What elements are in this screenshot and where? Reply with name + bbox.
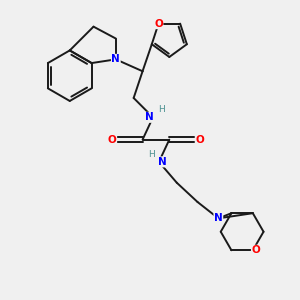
Text: O: O	[154, 19, 163, 28]
Text: O: O	[108, 135, 117, 145]
Text: N: N	[214, 213, 223, 224]
Text: O: O	[251, 245, 260, 255]
Text: N: N	[145, 112, 154, 122]
Text: N: N	[158, 157, 167, 167]
Text: N: N	[111, 54, 120, 64]
Text: H: H	[148, 150, 155, 159]
Text: O: O	[195, 135, 204, 145]
Text: H: H	[158, 105, 165, 114]
